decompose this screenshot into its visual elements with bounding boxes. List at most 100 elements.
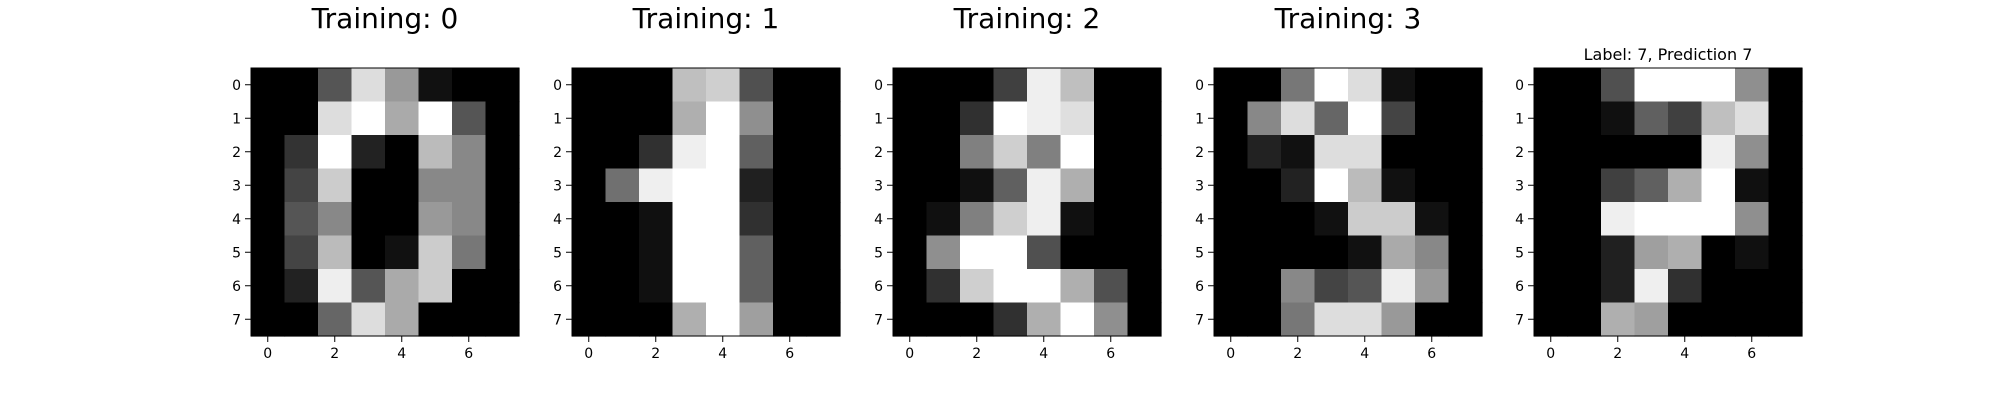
pixel-cell [1701, 101, 1736, 136]
pixel-cell [773, 202, 808, 237]
pixel-cell [284, 168, 319, 203]
pixel-cell [452, 302, 487, 337]
pixel-cell [739, 269, 774, 304]
pixel-cell [385, 101, 420, 136]
pixel-cell [672, 68, 707, 103]
pixel-cell [385, 269, 420, 304]
pixel-cell [639, 269, 674, 304]
pixel-cell [485, 101, 520, 136]
pixel-cell [1668, 68, 1703, 103]
y-tick-label: 5 [874, 245, 883, 261]
pixel-cell [1314, 101, 1349, 136]
pixel-cell [893, 202, 928, 237]
pixel-cell [1348, 302, 1383, 337]
pixel-cell [1060, 68, 1095, 103]
pixel-cell [672, 135, 707, 170]
pixel-cell [993, 202, 1028, 237]
pixel-cell [1127, 269, 1162, 304]
pixel-cell [1634, 235, 1669, 270]
x-tick-label: 6 [464, 346, 473, 362]
pixel-cell [1448, 235, 1483, 270]
pixel-cell [485, 202, 520, 237]
y-tick-label: 4 [1195, 212, 1204, 228]
pixel-cell [1735, 101, 1770, 136]
pixel-cell [1768, 302, 1803, 337]
y-tick-label: 5 [232, 245, 241, 261]
pixel-cell [485, 168, 520, 203]
pixel-cell [1735, 202, 1770, 237]
pixel-cell [773, 302, 808, 337]
pixel-cell [605, 302, 640, 337]
pixel-cell [1415, 68, 1450, 103]
pixel-cell [672, 202, 707, 237]
pixel-cell [318, 235, 353, 270]
subplot-training-2: Training: 2 0 2 4 6 0 1 2 3 4 5 6 7 [874, 2, 1162, 362]
pixel-cell [1027, 68, 1062, 103]
pixel-cell [1634, 101, 1669, 136]
pixel-cell [773, 269, 808, 304]
pixel-cell [1381, 168, 1416, 203]
pixel-cell [572, 202, 607, 237]
pixel-cell [1567, 101, 1602, 136]
y-tick-label: 6 [874, 279, 883, 295]
y-tick-label: 3 [1515, 178, 1524, 194]
pixel-cell [572, 101, 607, 136]
pixel-cell [1247, 269, 1282, 304]
pixel-cell [1534, 269, 1569, 304]
pixel-cell [739, 101, 774, 136]
axes-frame [250, 67, 520, 337]
pixel-cell [893, 68, 928, 103]
pixel-cell [1735, 68, 1770, 103]
pixel-cell [672, 101, 707, 136]
pixel-cell [706, 168, 741, 203]
pixel-cell [1567, 135, 1602, 170]
pixel-cell [1634, 68, 1669, 103]
y-tick-label: 7 [553, 312, 562, 328]
pixel-cell [706, 101, 741, 136]
pixel-cell [639, 135, 674, 170]
pixel-cell [1060, 168, 1095, 203]
pixel-cell [1381, 101, 1416, 136]
pixel-cell [960, 202, 995, 237]
x-tick-label: 4 [1680, 346, 1689, 362]
subplot-title: Training: 1 [632, 2, 780, 35]
pixel-cell [1094, 168, 1129, 203]
y-tick-label: 2 [1515, 145, 1524, 161]
pixel-cell [926, 101, 961, 136]
x-tick-label: 0 [1546, 346, 1555, 362]
pixel-cell [1601, 135, 1636, 170]
pixel-cell [418, 101, 453, 136]
subplot-prediction-7: Label: 7, Prediction 7 0 2 4 6 0 1 2 3 4 5 6 7 [1515, 45, 1803, 362]
pixel-cell [1348, 168, 1383, 203]
pixel-cell [1127, 235, 1162, 270]
pixel-cell [605, 68, 640, 103]
pixel-cell [1668, 101, 1703, 136]
y-tick-label: 0 [1195, 78, 1204, 94]
pixel-cell [1127, 68, 1162, 103]
x-tick-label: 0 [905, 346, 914, 362]
pixel-cell [1567, 302, 1602, 337]
pixel-cell [605, 101, 640, 136]
pixel-cell [993, 68, 1028, 103]
pixel-cell [706, 68, 741, 103]
pixel-cell [605, 168, 640, 203]
pixel-cell [485, 235, 520, 270]
y-tick-label: 2 [553, 145, 562, 161]
pixel-cell [893, 135, 928, 170]
pixel-cell [385, 202, 420, 237]
pixel-cell [806, 168, 841, 203]
pixel-cell [1214, 101, 1249, 136]
pixel-cell [1735, 168, 1770, 203]
pixel-cell [773, 168, 808, 203]
x-tick-label: 2 [1613, 346, 1622, 362]
pixel-cell [1214, 235, 1249, 270]
pixel-cell [418, 68, 453, 103]
pixel-cell [452, 235, 487, 270]
pixel-cell [993, 235, 1028, 270]
pixel-cell [1668, 168, 1703, 203]
pixel-cell [706, 135, 741, 170]
pixel-cell [572, 135, 607, 170]
pixel-cell [1601, 302, 1636, 337]
pixel-cell [1735, 269, 1770, 304]
x-tick-label: 6 [1747, 346, 1756, 362]
